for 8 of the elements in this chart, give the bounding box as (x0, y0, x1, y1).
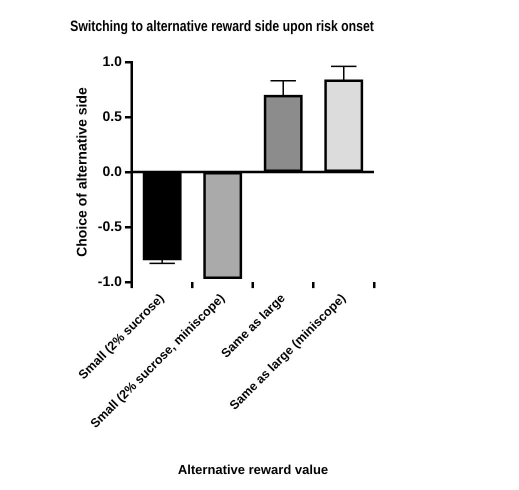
x-axis-title: Alternative reward value (178, 462, 328, 477)
y-tick-label: 1.0 (102, 52, 122, 69)
y-tick-label: -0.5 (98, 218, 122, 234)
y-tick-label: 0.0 (102, 162, 122, 179)
y-axis-title: Choice of alternative side (73, 87, 90, 257)
chart-title: Switching to alternative reward side upon risk onset (70, 18, 374, 34)
y-tick-label: 0.5 (102, 108, 122, 124)
y-tick-label: -1.0 (98, 272, 122, 289)
